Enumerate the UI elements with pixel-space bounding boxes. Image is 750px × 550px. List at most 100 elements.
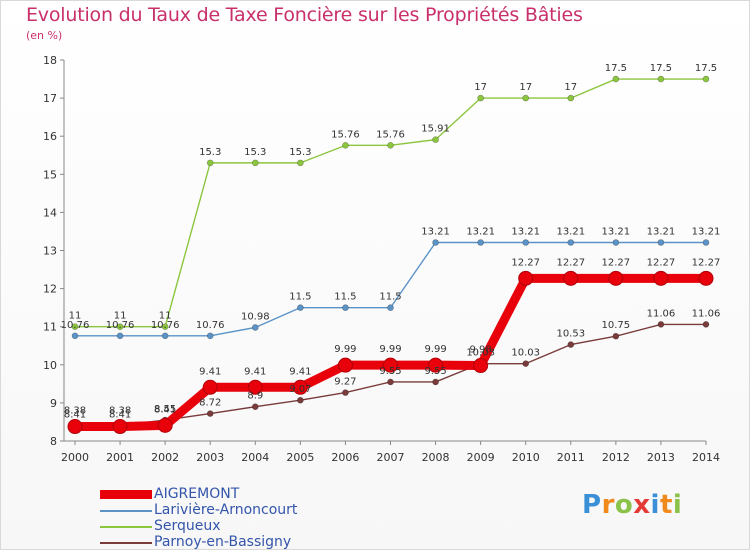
data-label-2: 17.5 (650, 63, 672, 74)
data-point-1 (161, 332, 169, 340)
logo-letter: i (650, 490, 660, 520)
data-point-0 (67, 419, 83, 435)
y-tick-label: 10 (43, 359, 57, 372)
data-label-0: 12.27 (602, 257, 631, 268)
x-tick-label: 2006 (331, 451, 359, 464)
data-label-1: 13.21 (511, 226, 540, 237)
y-tick-label: 8 (50, 435, 57, 448)
y-tick-label: 17 (43, 92, 57, 105)
data-point-2 (206, 159, 214, 167)
chart-title: Evolution du Taux de Taxe Foncière sur l… (26, 4, 583, 26)
data-label-3: 9.55 (379, 366, 401, 377)
y-tick-label: 12 (43, 283, 57, 296)
data-point-2 (432, 136, 439, 143)
data-point-3 (567, 341, 575, 348)
data-point-1 (206, 332, 214, 340)
data-label-1: 11.5 (334, 292, 356, 303)
data-point-3 (297, 396, 304, 404)
x-tick-label: 2000 (61, 451, 89, 464)
x-tick-label: 2005 (286, 451, 314, 464)
y-tick-label: 9 (50, 397, 57, 410)
data-label-2: 11 (114, 311, 127, 322)
data-label-3: 8.41 (109, 409, 131, 420)
data-label-0: 12.27 (647, 257, 676, 268)
legend-item: AIGREMONT (100, 486, 400, 502)
data-point-1 (477, 239, 484, 246)
data-point-0 (337, 357, 353, 373)
data-point-2 (387, 142, 394, 149)
data-label-3: 8.55 (154, 404, 176, 415)
data-label-0: 9.41 (289, 366, 311, 377)
y-tick-label: 15 (43, 168, 57, 181)
x-tick-label: 2012 (602, 451, 630, 464)
data-label-1: 13.21 (647, 226, 676, 237)
data-point-3 (657, 321, 665, 328)
data-point-0 (473, 358, 489, 374)
data-point-0 (653, 270, 669, 286)
logo-letter: o (614, 490, 634, 520)
data-point-0 (518, 270, 534, 286)
data-label-1: 11.5 (289, 292, 311, 303)
data-point-3 (702, 321, 710, 328)
data-label-0: 9.41 (244, 366, 266, 377)
logo-letter: P (582, 490, 602, 520)
data-point-0 (428, 357, 444, 373)
data-point-0 (292, 379, 308, 395)
data-point-3 (432, 378, 439, 386)
data-point-2 (161, 323, 169, 331)
legend-label: AIGREMONT (154, 486, 240, 502)
data-label-2: 17 (564, 82, 577, 93)
x-tick-label: 2004 (241, 451, 269, 464)
data-label-1: 13.21 (466, 226, 495, 237)
data-label-3: 8.9 (247, 391, 263, 402)
legend-swatch (100, 510, 152, 512)
logo-letter: x (633, 490, 651, 520)
logo-letter: i (672, 490, 683, 520)
data-label-3: 10.03 (466, 348, 495, 359)
legend-label: Serqueux (154, 518, 221, 534)
y-tick-label: 13 (43, 245, 57, 258)
data-point-2 (297, 159, 304, 167)
x-tick-label: 2002 (151, 451, 179, 464)
data-label-0: 9.98 (470, 345, 492, 356)
data-label-0: 12.27 (692, 257, 721, 268)
data-point-0 (202, 379, 218, 395)
x-tick-label: 2014 (692, 451, 720, 464)
x-tick-label: 2011 (557, 451, 585, 464)
data-point-1 (251, 324, 259, 331)
data-point-0 (383, 357, 398, 373)
y-tick-label: 18 (43, 54, 57, 67)
data-label-2: 15.3 (244, 147, 266, 158)
data-point-2 (522, 94, 530, 102)
data-point-2 (342, 142, 349, 149)
data-label-1: 10.98 (241, 311, 270, 322)
data-label-3: 11.06 (647, 308, 676, 319)
data-label-0: 8.41 (154, 404, 176, 415)
data-point-1 (71, 332, 79, 340)
data-label-3: 10.03 (511, 348, 540, 359)
legend-item: Parnoy-en-Bassigny (100, 534, 400, 550)
series-line-2 (74, 78, 707, 328)
data-label-0: 12.27 (511, 257, 540, 268)
data-label-2: 15.91 (421, 124, 450, 135)
data-label-3: 11.06 (692, 308, 721, 319)
data-label-2: 15.3 (289, 147, 311, 158)
legend-label: Larivière-Arnoncourt (154, 502, 298, 518)
data-point-1 (522, 239, 530, 246)
data-point-1 (297, 304, 304, 311)
data-point-0 (698, 270, 714, 286)
x-tick-label: 2010 (512, 451, 540, 464)
chart-legend: AIGREMONT Larivière-Arnoncourt Serqueux Par… (100, 486, 400, 550)
data-label-2: 17 (519, 82, 532, 93)
data-label-2: 15.76 (331, 129, 360, 140)
data-label-3: 9.55 (424, 366, 446, 377)
data-label-0: 12.27 (556, 257, 585, 268)
data-label-0: 9.99 (424, 344, 446, 355)
data-label-2: 11 (69, 311, 82, 322)
data-point-2 (657, 75, 665, 83)
data-label-2: 15.3 (199, 147, 221, 158)
data-point-3 (387, 378, 394, 386)
data-label-1: 13.21 (602, 226, 631, 237)
x-tick-label: 2013 (647, 451, 675, 464)
